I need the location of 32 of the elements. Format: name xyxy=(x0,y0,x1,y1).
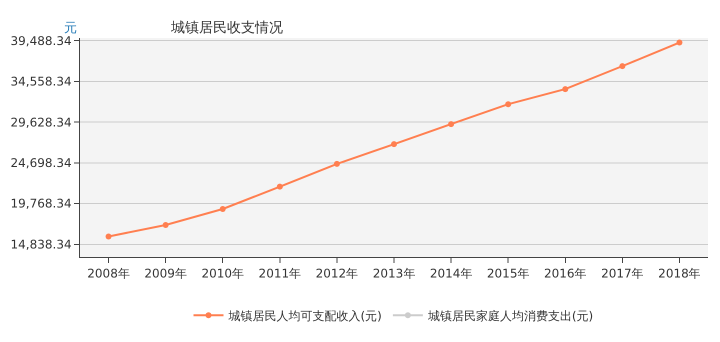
y-tick-label: 39,488.34 xyxy=(10,34,72,48)
y-tick-label: 29,628.34 xyxy=(10,115,72,130)
y-tick-label: 34,558.34 xyxy=(10,74,72,89)
x-tick-label: 2018年 xyxy=(658,266,701,280)
x-tick-label: 2015年 xyxy=(486,266,530,280)
y-axis-title: 元 xyxy=(64,21,77,36)
point xyxy=(276,184,283,190)
point xyxy=(676,40,682,46)
legend-label: 城镇居民人均可支配收入(元) xyxy=(228,308,382,323)
point xyxy=(391,141,397,148)
point xyxy=(448,121,454,128)
x-tick-label: 2014年 xyxy=(430,266,472,280)
point xyxy=(162,222,169,228)
point xyxy=(334,160,340,167)
x-tick-label: 2017年 xyxy=(601,266,644,280)
chart-title: 城镇居民收支情况 xyxy=(170,20,283,36)
x-tick-label: 2016年 xyxy=(544,266,587,280)
point xyxy=(562,86,568,92)
point xyxy=(106,234,112,240)
point xyxy=(619,63,626,70)
x-tick-label: 2010年 xyxy=(201,266,244,280)
point xyxy=(220,206,226,212)
x-tick-label: 2011年 xyxy=(258,266,302,280)
legend-label: 城镇居民家庭人均消费支出(元) xyxy=(426,308,594,323)
y-tick-label: 24,698.34 xyxy=(10,156,72,170)
x-tick-label: 2013年 xyxy=(372,266,416,280)
x-tick-label: 2009年 xyxy=(144,266,187,280)
point xyxy=(505,101,512,108)
x-tick-label: 2012年 xyxy=(316,266,358,280)
y-tick-label: 14,838.34 xyxy=(10,237,72,252)
y-tick-label: 19,768.34 xyxy=(10,196,72,211)
x-tick-label: 2008年 xyxy=(87,266,130,280)
